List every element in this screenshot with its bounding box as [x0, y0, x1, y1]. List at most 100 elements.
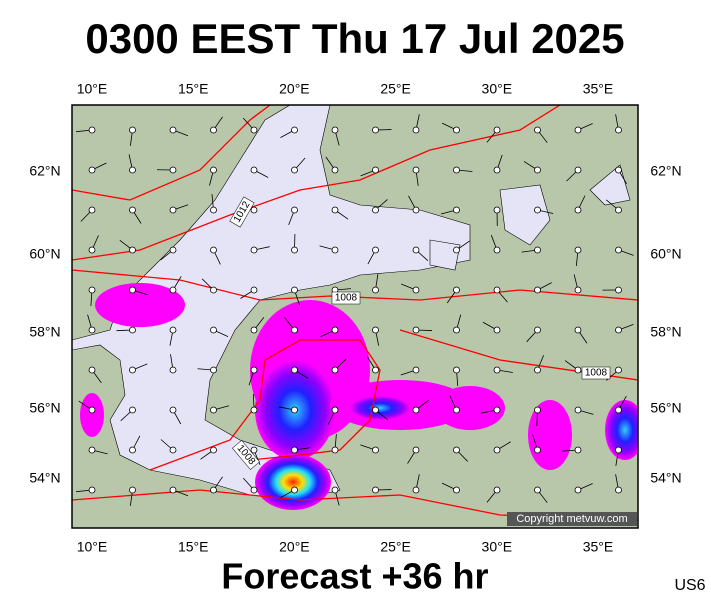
station	[372, 486, 379, 494]
station	[453, 446, 460, 454]
station	[250, 406, 258, 414]
station	[291, 246, 298, 254]
station	[493, 246, 501, 254]
station	[453, 286, 460, 294]
station	[372, 246, 379, 254]
station	[88, 206, 96, 214]
station	[210, 206, 217, 214]
station	[615, 446, 622, 454]
station	[210, 326, 217, 334]
station	[372, 206, 379, 214]
stations	[76, 114, 634, 506]
station	[291, 486, 298, 494]
station	[88, 366, 96, 374]
lat-label-right: 60°N	[650, 246, 681, 262]
station	[88, 326, 96, 334]
station	[574, 286, 582, 294]
station	[412, 366, 420, 374]
station	[88, 126, 96, 134]
station	[453, 126, 460, 134]
station	[574, 366, 582, 374]
station	[534, 326, 541, 334]
station	[169, 366, 177, 374]
station	[453, 206, 460, 214]
station	[169, 286, 177, 294]
station	[372, 166, 379, 174]
station	[412, 206, 420, 214]
title: 0300 EEST Thu 17 Jul 2025	[85, 15, 624, 62]
lon-label-bottom: 25°E	[380, 539, 411, 555]
station	[250, 246, 258, 254]
station	[210, 166, 217, 174]
lat-label-right: 54°N	[650, 470, 681, 486]
lon-label-bottom: 10°E	[77, 539, 108, 555]
station	[291, 446, 298, 454]
station	[250, 206, 258, 214]
isobars	[72, 105, 638, 521]
lat-label-left: 56°N	[29, 400, 60, 416]
station	[615, 326, 622, 334]
station	[331, 166, 339, 174]
station	[129, 286, 136, 294]
lat-label-right: 56°N	[650, 400, 681, 416]
station	[129, 366, 136, 374]
station	[615, 286, 622, 294]
station	[372, 366, 379, 374]
station	[493, 126, 501, 134]
station	[574, 326, 582, 334]
station	[534, 446, 541, 454]
lon-label-top: 15°E	[178, 81, 209, 97]
station	[453, 246, 460, 254]
station	[534, 166, 541, 174]
station	[534, 126, 541, 134]
station	[331, 406, 339, 414]
lat-label-left: 54°N	[29, 470, 60, 486]
station	[574, 486, 582, 494]
lat-label-left: 60°N	[29, 246, 60, 262]
station	[291, 406, 298, 414]
station	[129, 486, 136, 494]
lat-label-left: 58°N	[29, 324, 60, 340]
station	[534, 206, 541, 214]
station	[210, 246, 217, 254]
station	[169, 406, 177, 414]
station	[250, 326, 258, 334]
station	[534, 406, 541, 414]
station	[129, 406, 136, 414]
station	[250, 166, 258, 174]
station	[574, 166, 582, 174]
station	[169, 326, 177, 334]
station	[250, 286, 258, 294]
station	[88, 446, 96, 454]
station	[210, 486, 217, 494]
station	[169, 206, 177, 214]
station	[372, 126, 379, 134]
lon-label-bottom: 15°E	[178, 539, 209, 555]
station	[331, 246, 339, 254]
station	[129, 446, 136, 454]
station	[453, 486, 460, 494]
station	[372, 286, 379, 294]
station	[574, 206, 582, 214]
station	[412, 406, 420, 414]
lon-label-top: 10°E	[77, 81, 108, 97]
station	[210, 366, 217, 374]
station	[453, 166, 460, 174]
isobar-label: 1008	[331, 291, 361, 305]
station	[291, 366, 298, 374]
station	[493, 446, 501, 454]
station	[210, 286, 217, 294]
station	[291, 286, 298, 294]
lat-label-left: 62°N	[29, 163, 60, 179]
lat-label-right: 62°N	[650, 163, 681, 179]
station	[493, 366, 501, 374]
station	[412, 286, 420, 294]
isobar-label-bg	[232, 440, 260, 470]
station	[331, 366, 339, 374]
copyright: Copyright metvuw.com	[516, 513, 627, 525]
station	[129, 206, 136, 214]
station	[412, 246, 420, 254]
station	[615, 366, 622, 374]
station	[331, 326, 339, 334]
station	[210, 126, 217, 134]
